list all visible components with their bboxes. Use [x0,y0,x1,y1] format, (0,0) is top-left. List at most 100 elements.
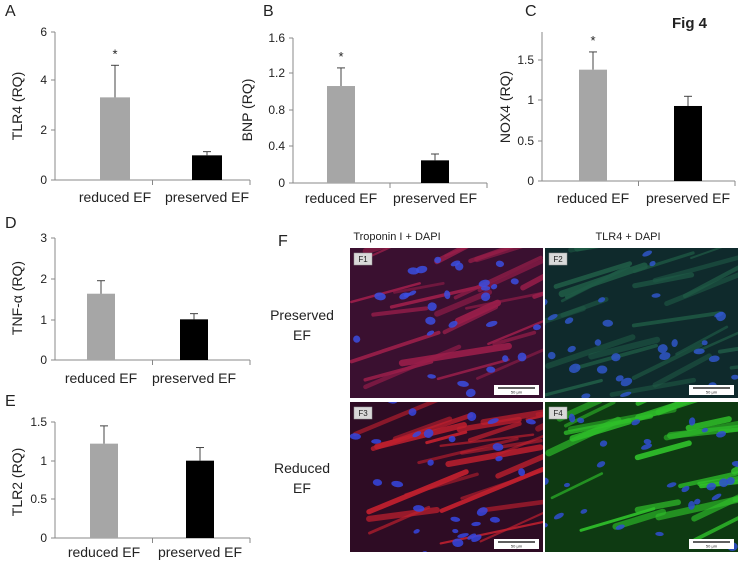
muscle-fiber [456,416,522,433]
muscle-fiber [350,282,421,304]
muscle-fiber [553,261,633,289]
muscle-fiber [445,444,543,468]
y-tick-label-A: 2 [40,123,47,137]
muscle-fiber [352,402,438,436]
muscle-fiber [392,416,453,442]
dapi-nucleus [659,352,671,361]
muscle-fiber [545,334,636,369]
category-label-A: reduced EF [79,189,151,205]
y-tick-label-D: 3 [40,231,47,245]
dapi-nucleus [457,380,469,387]
micrograph-f4: F4 50 µm [545,402,738,552]
y-tick-label-D: 2 [40,272,47,286]
tile-tag: F3 [358,409,368,418]
dapi-nucleus [731,374,738,380]
tile-tag-box [353,406,373,420]
dapi-nucleus [489,516,501,523]
dapi-nucleus [719,478,729,488]
dapi-nucleus [490,283,498,290]
micrograph-panel: F Troponin I + DAPI TLR4 + DAPI Preserve… [270,231,738,552]
muscle-fiber [635,402,698,422]
dapi-nucleus [374,292,386,301]
dapi-nucleus [657,344,668,354]
dapi-nucleus [581,393,591,398]
muscle-fiber [717,346,738,354]
panel-letter-F: F [278,233,288,250]
dapi-nucleus [568,363,581,373]
scale-bar-label: 50 µm [706,390,718,395]
scale-bar-box [689,539,734,549]
dapi-nucleus [620,391,632,397]
row-label-preserved: Preserved [270,307,334,323]
muscle-fiber [579,507,656,532]
muscle-fiber [564,264,631,299]
muscle-fiber [652,353,712,388]
dapi-nucleus [596,461,606,468]
muscle-fiber [588,336,661,360]
y-tick-label-A: 4 [40,73,47,87]
dapi-nucleus [444,290,451,300]
dapi-nucleus [487,418,499,425]
dapi-nucleus [434,256,442,264]
dapi-nucleus [567,345,576,353]
significance-star-C: * [590,33,595,48]
muscle-fiber [631,311,722,328]
dapi-nucleus [655,531,664,537]
y-axis-label-E: TLR2 (RQ) [9,448,25,516]
dapi-nucleus [706,482,717,491]
dapi-nucleus [649,260,656,267]
dapi-nucleus [563,482,570,488]
muscle-fiber [634,440,692,461]
dapi-nucleus [495,455,503,462]
dapi-nucleus [716,311,726,322]
muscle-fiber [478,499,543,513]
column-header-troponin: Troponin I + DAPI [353,231,440,243]
tile-tag: F2 [553,255,563,264]
row-label-preserved-ef: EF [293,327,311,343]
bar-D-reduced-ef [87,293,115,360]
bar-C-reduced-ef [579,69,607,181]
y-tick-label-B: 0.4 [268,139,285,153]
bar-B-preserved-ef [421,160,449,183]
dapi-nucleus [708,355,720,363]
dapi-nucleus [480,285,491,291]
muscle-fiber [425,430,468,445]
y-tick-label-E: 1 [40,454,47,468]
muscle-fiber [439,466,543,513]
muscle-fiber [477,258,543,293]
muscle-fiber [468,248,514,264]
dapi-nucleus [641,443,653,450]
y-tick-label-B: 1.2 [268,66,285,80]
dapi-nucleus [423,428,434,438]
y-axis-label-C: NOX4 (RQ) [497,71,513,143]
dapi-nucleus [602,319,614,327]
muscle-fiber [550,472,604,500]
y-axis-label-D: TNF-α (RQ) [9,261,25,335]
dapi-nucleus [478,279,490,288]
chart-panel-A: A 0 2 4 6 TLR4 (RQ) * reduced EF preserved EF [5,3,251,205]
dapi-nucleus [547,314,558,321]
dapi-nucleus [615,524,625,530]
dapi-nucleus [701,427,709,433]
dapi-nucleus [350,433,361,440]
dapi-nucleus [598,297,606,303]
dapi-nucleus [452,528,459,534]
muscle-fiber [389,284,483,309]
panel-letter-D: D [5,215,17,232]
y-tick-label-E: 0 [40,531,47,545]
muscle-fiber [479,511,543,543]
micrograph-f3: F3 50 µm [350,402,543,552]
muscle-fiber [398,342,512,367]
chart-panel-E: E 0 0.5 1 1.5 TLR2 (RQ) reduced EF preserved EF [5,393,251,560]
muscle-fiber [652,255,738,283]
dapi-nucleus [599,440,608,447]
category-label-D: preserved EF [152,370,236,386]
tile-tag-box [548,406,568,420]
dapi-nucleus [486,366,496,373]
dapi-nucleus [701,340,708,346]
dapi-nucleus [694,498,701,505]
dapi-nucleus [615,375,624,382]
bar-E-preserved-ef [186,460,214,538]
dapi-nucleus [427,459,434,466]
